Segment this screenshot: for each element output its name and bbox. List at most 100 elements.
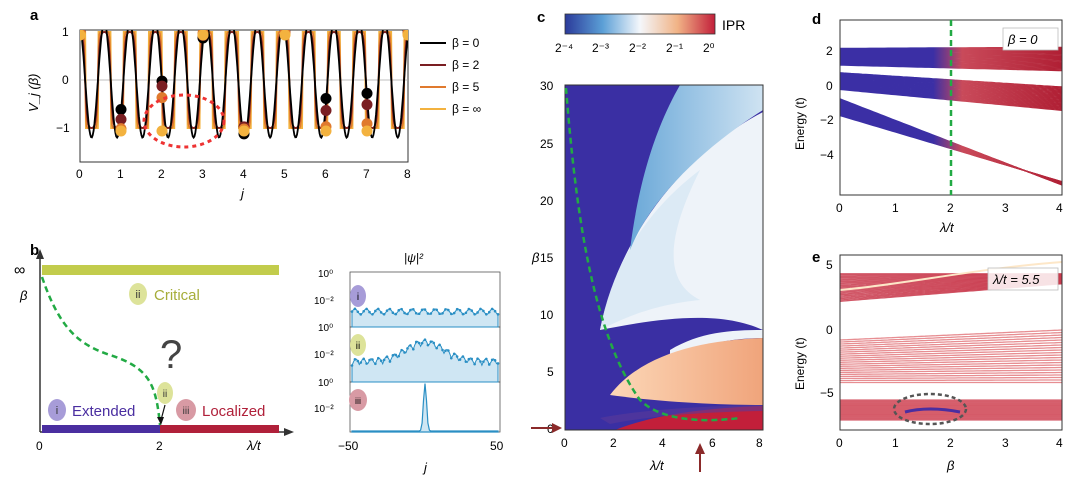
panel-d-band-line	[840, 56, 1062, 60]
panel-c-xtick: 4	[659, 436, 666, 450]
svg-text:ii: ii	[136, 289, 141, 301]
panel-e-extended-state	[904, 407, 961, 414]
psi-point	[435, 308, 438, 312]
panel-e-band-line	[840, 346, 1062, 355]
psi-point	[350, 364, 354, 367]
psi-point	[479, 307, 482, 311]
psi-ytick: 10⁻²	[314, 350, 334, 361]
arrow-up-icon	[695, 443, 705, 472]
panel-e-label: e	[812, 249, 820, 266]
panel-b-xtick: 2	[156, 439, 163, 453]
panel-b-xlabel: λ/t	[246, 438, 262, 453]
panel-e-band-line	[840, 379, 1062, 382]
colorbar-tick: 2⁻⁴	[555, 41, 573, 55]
psi-point	[429, 340, 433, 343]
psi-point	[438, 312, 441, 316]
psi-point	[374, 362, 377, 366]
panel-e-band-line	[840, 344, 1062, 353]
panel-a-ytick: 1	[62, 25, 69, 39]
psi-point	[476, 357, 479, 361]
critical-phase-bar	[42, 265, 279, 275]
panel-d-band-line	[840, 57, 1062, 62]
panel-e-band-line	[840, 349, 1062, 357]
panel-d-band-line	[840, 72, 1062, 88]
panel-c-xlabel: λ/t	[649, 458, 665, 473]
panel-a-ylabel: V_j (β)	[26, 74, 41, 113]
panel-b-ylabel: β	[19, 288, 28, 303]
panel-e: e λ/t = 5.5 5 0 −5 Energy (t) 0 1 2 3 4 …	[793, 249, 1063, 473]
psi-point	[420, 308, 424, 312]
panel-d-band-line	[840, 86, 1062, 108]
panel-a-xtick: 8	[404, 167, 411, 181]
psi-point	[455, 355, 459, 358]
panel-c-xtick: 0	[561, 436, 568, 450]
psi-point	[470, 309, 474, 312]
panel-d-xtick: 2	[947, 201, 954, 215]
panel-a-xtick: 2	[158, 167, 165, 181]
psi-point	[444, 349, 447, 353]
panel-c-ylabel: β	[531, 250, 540, 265]
red-dashed-circle	[142, 93, 226, 149]
panel-d-band-line	[840, 77, 1062, 95]
psi-ytick: 10⁻²	[314, 296, 334, 307]
legend-beta-inf: β = ∞	[452, 102, 481, 116]
psi-point	[385, 355, 389, 359]
psi-point	[464, 360, 468, 363]
psi-point	[458, 309, 462, 312]
panel-a-frame	[79, 29, 409, 163]
panel-b-label: b	[30, 242, 39, 259]
localized-label: Localized	[202, 403, 265, 420]
panel-a-xtick: 5	[281, 167, 288, 181]
panel-a-ytick: 0	[62, 73, 69, 87]
panel-e-ytick: −5	[820, 386, 834, 400]
colorbar-tick: 2⁻¹	[666, 41, 683, 55]
psi-point	[493, 309, 497, 313]
psi-point	[487, 363, 491, 366]
panel-a-point	[156, 80, 168, 92]
extended-phase-bar	[42, 425, 160, 433]
panel-a-point	[115, 125, 127, 137]
psi-point	[435, 346, 438, 350]
panel-c-xtick: 8	[756, 436, 763, 450]
psi-point	[455, 307, 459, 311]
critical-label: Critical	[154, 287, 200, 304]
panel-e-band-line	[840, 341, 1062, 351]
psi-point	[382, 358, 386, 362]
psi-point	[452, 352, 456, 356]
panel-d-band-line	[840, 88, 1062, 111]
panel-c-frame	[564, 84, 764, 431]
panel-e-xtick: 2	[947, 436, 954, 450]
psi-point	[353, 358, 357, 361]
psi-point	[473, 362, 476, 366]
psi-point	[476, 311, 479, 314]
psi-badge-iii: iii	[349, 389, 367, 411]
psi-point	[388, 307, 392, 311]
psi-point	[400, 307, 403, 311]
panel-a-point	[402, 30, 408, 41]
svg-text:iii: iii	[183, 406, 190, 417]
psi-point	[461, 355, 465, 358]
psi-panels	[349, 271, 501, 433]
panel-b: b ∞ β 0 2 λ/t ii Critical ? i Extended	[14, 242, 504, 475]
panel-a-xtick: 4	[240, 167, 247, 181]
psi-point	[409, 308, 412, 312]
colorbar-tick: 2⁻³	[592, 41, 609, 55]
psi-point	[464, 311, 468, 315]
legend-beta-5: β = 5	[452, 80, 480, 94]
psi-point	[423, 338, 427, 342]
question-mark: ?	[160, 333, 182, 377]
psi-point	[391, 354, 395, 357]
psi-point	[485, 312, 488, 316]
panel-d-band-line	[840, 80, 1062, 99]
panel-c-ytick: 10	[540, 308, 554, 322]
panel-e-band-line	[840, 371, 1062, 376]
psi-point	[441, 348, 444, 352]
extended-label: Extended	[72, 403, 135, 420]
psi-point	[438, 343, 441, 347]
psi-point	[365, 307, 368, 311]
panel-c-xtick: 2	[610, 436, 617, 450]
psi-point	[482, 309, 485, 313]
psi-point	[432, 341, 436, 345]
psi-point	[447, 349, 450, 352]
psi-point	[379, 359, 383, 363]
